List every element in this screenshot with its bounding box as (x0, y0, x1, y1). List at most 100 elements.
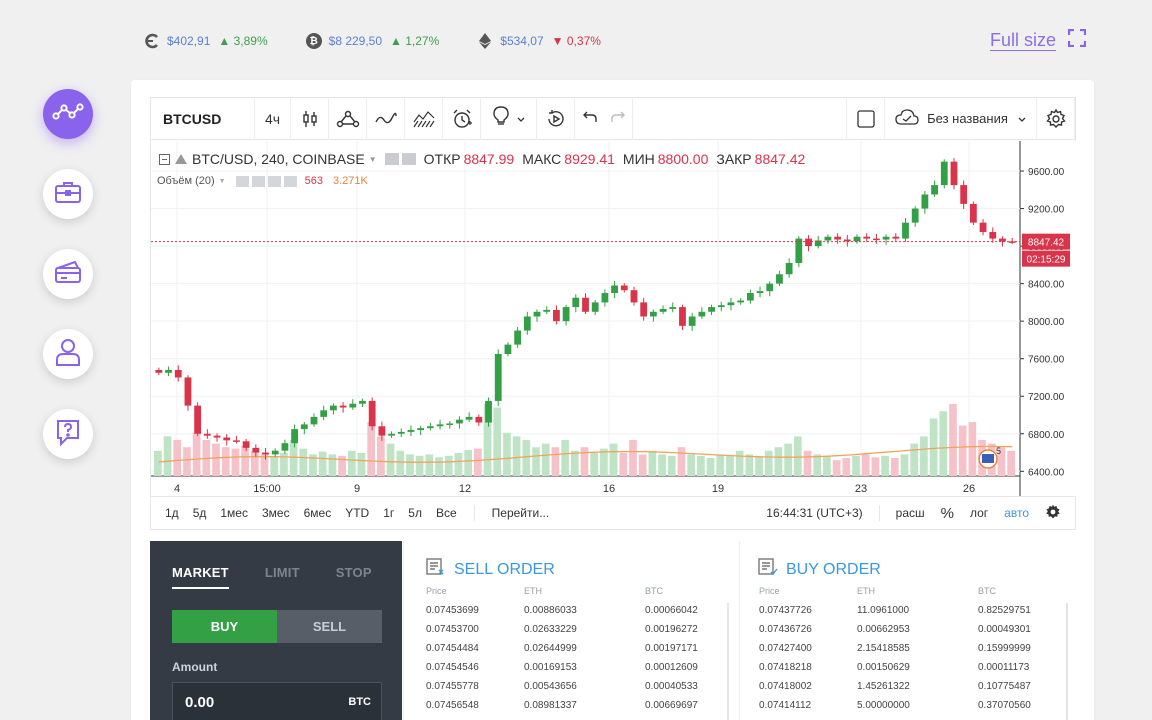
gear-icon[interactable] (401, 153, 416, 165)
volume-bar (551, 447, 560, 476)
sidebar-chart-button[interactable] (43, 89, 93, 139)
period-1d[interactable]: 1д (165, 506, 179, 520)
compare-icon[interactable] (329, 97, 367, 140)
plus-icon[interactable] (267, 175, 281, 187)
volume-bar (183, 447, 191, 476)
amount-input[interactable] (185, 693, 305, 711)
volume-bar (386, 443, 395, 476)
period-5y[interactable]: 5л (408, 506, 422, 520)
volume-bar (958, 425, 967, 476)
gear-icon[interactable] (1045, 504, 1061, 523)
replay-icon[interactable] (537, 97, 575, 140)
period-3m[interactable]: 3мес (261, 506, 290, 520)
candle-body (630, 290, 638, 303)
x-tick-label: 23 (855, 483, 867, 495)
volume-bar (687, 454, 696, 476)
period-5d[interactable]: 5д (192, 506, 207, 520)
layout-save-button[interactable]: Без названия (885, 97, 1037, 140)
undo-icon[interactable] (582, 110, 597, 128)
tab-limit[interactable]: LIMIT (264, 565, 300, 580)
log-scale-toggle[interactable]: лог (969, 506, 989, 520)
volume-bar (435, 457, 443, 476)
volume-bar (541, 443, 550, 476)
divider (878, 505, 880, 521)
volume-label[interactable]: Объём (20) (157, 175, 215, 187)
period-all[interactable]: Все (435, 506, 457, 520)
ticker-bitcoin[interactable]: ₿ $8 229,50 ▲ 1,27% (305, 33, 439, 49)
volume-bar (890, 458, 899, 476)
period-6m[interactable]: 6мес (303, 506, 332, 520)
full-size-link[interactable]: Full size (990, 30, 1057, 50)
sidebar-help-button[interactable] (43, 409, 93, 459)
period-ytd[interactable]: YTD (345, 506, 370, 520)
buy-button[interactable]: BUY (172, 610, 277, 643)
volume-bar (221, 447, 230, 476)
price-cell: 0.07453699 (426, 605, 479, 616)
fullscreen-toggle-checkbox[interactable] (847, 97, 885, 140)
alert-clock-icon[interactable] (443, 97, 481, 140)
expand-icon[interactable] (1067, 28, 1087, 52)
y-tick-label: 9200.00 (1028, 205, 1065, 216)
volume-bar (968, 422, 977, 476)
candle-body (271, 450, 279, 455)
sidebar-portfolio-button[interactable] (43, 169, 93, 219)
sidebar-payments-button[interactable] (43, 249, 93, 299)
interval-selector[interactable]: 4ч (255, 97, 291, 140)
candle-body (339, 405, 347, 408)
pair-label[interactable]: BTC/USD, 240, COINBASE (192, 151, 365, 167)
ideas-button[interactable] (481, 97, 537, 140)
ticker-price: $534,07 (500, 34, 544, 48)
volume-bar (493, 407, 502, 476)
chevron-down-icon: ▼ (368, 154, 377, 164)
period-1y[interactable]: 1г (383, 506, 395, 520)
close-icon[interactable] (283, 175, 297, 187)
volume-bar (415, 455, 424, 476)
btc-cell: 0.00066042 (645, 605, 698, 616)
side-toggle: BUY SELL (172, 610, 382, 643)
scrollbar[interactable] (727, 603, 729, 720)
clock-timezone[interactable]: 16:44:31 (UTC+3) (766, 506, 863, 520)
candle-body (436, 424, 444, 427)
eye-icon[interactable] (235, 175, 249, 187)
candle-body (388, 433, 395, 436)
candle-body (426, 426, 434, 429)
candle-body (950, 161, 958, 186)
eth-cell: 0.02644999 (524, 643, 577, 654)
countdown-text: 02:15:29 (1027, 255, 1066, 266)
undo-redo-group (575, 97, 633, 140)
sell-button[interactable]: SELL (277, 610, 382, 643)
settings-gear-icon[interactable] (1037, 97, 1075, 140)
percent-scale-toggle[interactable]: % (940, 504, 954, 522)
candle-body (921, 194, 929, 209)
period-1m[interactable]: 1мес (220, 506, 248, 520)
x-tick-label: 19 (712, 483, 724, 495)
eth-cell: 0.00150629 (857, 662, 910, 673)
sidebar-profile-button[interactable] (43, 329, 93, 379)
templates-icon[interactable] (405, 97, 443, 140)
col-eth: ETH (524, 586, 542, 596)
candlestick-chart[interactable]: 9600.00 9200.00 8800.00 8400.00 8000.00 7600.… (151, 141, 1077, 496)
volume-bar (406, 454, 414, 476)
col-price: Price (759, 586, 780, 596)
price-chart-area[interactable]: 9600.00 9200.00 8800.00 8400.00 8000.00 7600.… (151, 141, 1077, 496)
candle-body (1008, 241, 1016, 243)
goto-date-button[interactable]: Перейти... (491, 506, 550, 520)
symbol-search[interactable]: BTCUSD (151, 97, 255, 140)
ticker-dash[interactable]: $402,91 ▲ 3,89% (144, 33, 268, 49)
volume-bar (464, 450, 472, 476)
collapse-legend-icon[interactable] (159, 153, 170, 165)
tab-market[interactable]: MARKET (172, 565, 229, 589)
volume-bar (289, 440, 298, 476)
candles-style-icon[interactable] (291, 97, 329, 140)
candle-body (698, 311, 706, 317)
redo-icon[interactable] (610, 110, 625, 128)
auto-scale-toggle[interactable]: авто (1004, 506, 1029, 520)
tab-stop[interactable]: STOP (335, 565, 372, 580)
gear-icon[interactable] (251, 175, 265, 187)
eye-icon[interactable] (384, 153, 399, 165)
ticker-ethereum[interactable]: $534,07 ▼ 0,37% (477, 33, 601, 49)
extended-hours-toggle[interactable]: расш (895, 506, 925, 520)
eth-cell: 2.15418585 (857, 643, 910, 654)
scrollbar[interactable] (1066, 603, 1068, 720)
indicators-icon[interactable] (367, 97, 405, 140)
